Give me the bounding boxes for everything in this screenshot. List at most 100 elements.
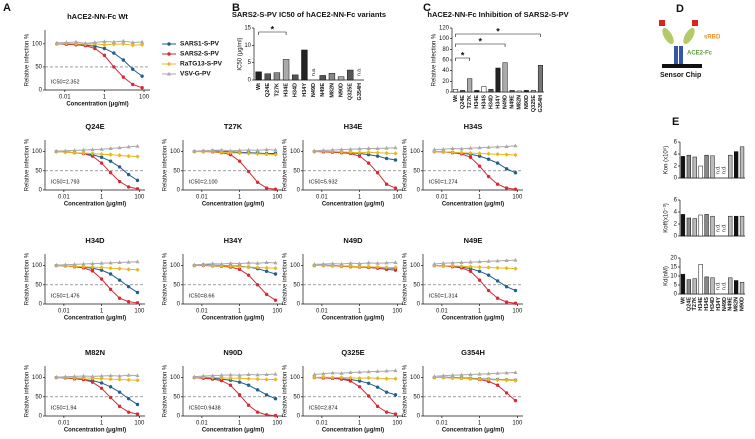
y-tick-label: 0 (446, 90, 450, 96)
marker (477, 259, 482, 264)
marker (237, 373, 242, 377)
y-axis-label: Relative infection % (163, 364, 169, 417)
y-tick-label: 0 (674, 176, 678, 182)
marker (228, 376, 233, 381)
bar (739, 282, 745, 295)
x-tick-label: 0.01 (436, 421, 448, 427)
marker (126, 144, 131, 149)
marker (140, 85, 144, 90)
marker (90, 264, 95, 270)
y-axis-label: Relative infection % (283, 364, 289, 417)
marker (486, 288, 491, 293)
bar (704, 276, 709, 295)
marker (366, 161, 371, 165)
marker (366, 260, 371, 265)
marker (468, 150, 473, 156)
x-axis-label: Concentration (μg/ml) (66, 102, 128, 108)
marker (477, 371, 482, 376)
marker (108, 376, 113, 382)
bar (686, 279, 692, 295)
series-line (314, 370, 396, 375)
marker (366, 375, 371, 381)
marker (486, 151, 491, 157)
marker (495, 258, 500, 263)
series-line (434, 265, 516, 270)
marker (486, 377, 491, 382)
marker (135, 412, 140, 416)
marker (135, 301, 140, 305)
significance-bracket (455, 57, 470, 61)
marker (117, 390, 122, 394)
x-axis-label: Concentration (μg/ml) (64, 202, 126, 208)
x-tick-label: 100 (272, 421, 283, 427)
y-axis-label: Relative infection % (283, 138, 289, 191)
marker (393, 376, 398, 381)
marker (108, 152, 113, 157)
x-tick-label: H34Y (302, 83, 308, 97)
marker (108, 159, 113, 163)
marker (432, 147, 437, 152)
marker (339, 261, 344, 266)
x-tick-label: 1 (478, 195, 482, 201)
marker (237, 267, 242, 272)
marker (140, 74, 144, 78)
marker (366, 146, 371, 150)
x-tick-label: 100 (392, 421, 403, 427)
x-tick-label: 1 (103, 95, 107, 101)
marker (495, 144, 500, 149)
y-tick-label: 0 (297, 188, 301, 194)
y-tick-label: 0 (417, 414, 421, 420)
marker (99, 155, 104, 160)
y-tick-label: 100 (32, 375, 43, 381)
marker (255, 283, 260, 287)
chart-title: H34S (464, 122, 483, 131)
marker (93, 46, 97, 51)
y-tick-label: 60 (442, 58, 449, 64)
marker (477, 376, 482, 382)
marker (339, 375, 344, 380)
marker (504, 144, 509, 149)
marker (477, 164, 482, 168)
marker (486, 157, 491, 161)
series-line (314, 147, 396, 152)
marker (246, 273, 251, 277)
marker (121, 38, 126, 43)
series-line (194, 377, 276, 400)
marker (393, 158, 398, 162)
marker (135, 259, 140, 264)
series-line (434, 151, 516, 156)
x-tick-label: Q24E (265, 83, 271, 97)
y-tick-label: 0 (297, 302, 301, 308)
marker (135, 402, 140, 407)
marker (255, 180, 260, 185)
marker (63, 374, 68, 379)
marker (167, 52, 171, 56)
marker (366, 152, 371, 157)
significance-label: * (461, 50, 465, 60)
x-tick-label: 1 (100, 421, 104, 427)
marker (375, 404, 380, 409)
x-axis-label: Concentration (μg/ml) (64, 316, 126, 322)
marker (264, 393, 269, 397)
x-tick-label: H34Y (716, 297, 722, 311)
y-tick-label: 0 (39, 302, 43, 308)
marker (192, 262, 197, 267)
chart-title: H34D (85, 236, 105, 245)
x-tick-label: 0.01 (196, 195, 208, 201)
marker (312, 262, 317, 266)
marker (504, 370, 509, 375)
bar (680, 156, 686, 179)
marker (264, 377, 269, 382)
marker (513, 143, 518, 148)
marker (140, 39, 145, 44)
value-label: n.a. (311, 68, 317, 76)
x-axis-label: Concentration (μg/ml) (202, 202, 264, 208)
marker (237, 264, 242, 269)
marker (273, 272, 278, 276)
significance-label: * (271, 24, 275, 34)
marker (264, 147, 269, 152)
x-tick-label: 1 (100, 309, 104, 315)
series-line (56, 43, 143, 89)
significance-label: * (496, 26, 500, 36)
marker (201, 148, 206, 153)
